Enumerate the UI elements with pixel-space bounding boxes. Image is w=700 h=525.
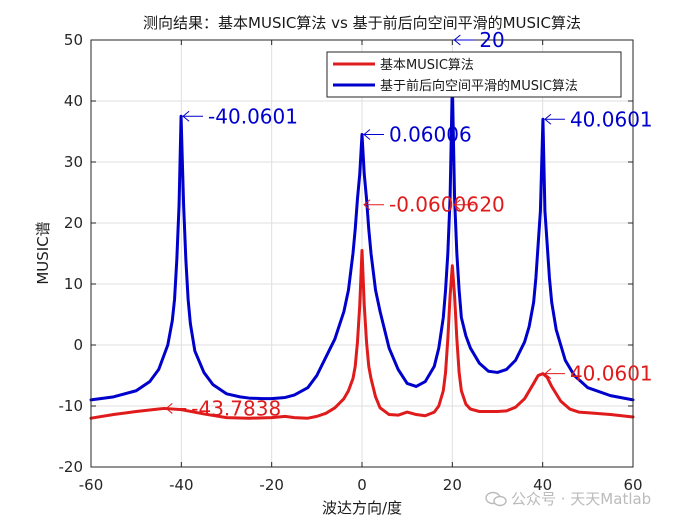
annotation-label: 20 <box>479 193 504 217</box>
y-axis-label: MUSIC谱 <box>34 221 52 284</box>
axis-ticks: -60 -40 -20 0 20 40 60 -20 -10 0 10 20 30 40 50 <box>59 31 643 494</box>
annotation-label: -43.7838 <box>191 396 281 420</box>
annotation-label: 40.0601 <box>570 362 653 386</box>
y-tick-label: 40 <box>64 92 83 110</box>
y-tick-label: -10 <box>59 397 84 415</box>
x-tick-label: 0 <box>357 476 367 494</box>
series-lines <box>89 81 635 420</box>
series-line-basic-music <box>89 248 635 420</box>
annotation-arrow-head <box>182 110 190 122</box>
x-tick-label: -60 <box>79 476 104 494</box>
annotation-arrow-head <box>165 403 173 414</box>
annotation-label: 40.0601 <box>570 107 653 131</box>
watermark-text: 公众号 · 天天Matlab <box>511 490 652 508</box>
x-tick-label: 40 <box>533 476 552 494</box>
annotation-arrow-head <box>363 199 371 211</box>
x-tick-label: 60 <box>623 476 642 494</box>
y-tick-label: 10 <box>64 275 83 293</box>
annotation-arrow-head <box>453 34 461 46</box>
annotation-arrow-head <box>544 113 552 125</box>
annotation-arrow-head <box>363 129 371 140</box>
chart-title: 测向结果：基本MUSIC算法 vs 基于前后向空间平滑的MUSIC算法 <box>143 14 581 32</box>
y-tick-label: 0 <box>73 336 83 354</box>
annotation-label: 0.06006 <box>389 123 472 147</box>
watermark: 公众号 · 天天Matlab <box>485 488 651 509</box>
annotation-arrow-head <box>453 199 461 211</box>
x-tick-label: -20 <box>259 476 284 494</box>
x-tick-label: -40 <box>169 476 194 494</box>
legend-label-smoothed: 基于前后向空间平滑的MUSIC算法 <box>380 78 578 94</box>
y-tick-label: 50 <box>64 31 83 49</box>
legend: 基本MUSIC算法 基于前后向空间平滑的MUSIC算法 <box>326 51 622 98</box>
y-tick-label: 20 <box>64 214 83 232</box>
y-tick-label: 30 <box>64 153 83 171</box>
x-axis-label: 波达方向/度 <box>322 499 402 517</box>
annotation-arrow-head <box>544 368 552 380</box>
legend-label-basic: 基本MUSIC算法 <box>380 58 474 73</box>
legend-box <box>326 51 622 98</box>
x-tick-label: 20 <box>443 476 462 494</box>
wechat-icon <box>485 491 507 507</box>
series-line-fb-smoothed-music <box>89 81 635 402</box>
annotation-label: 20 <box>479 28 504 52</box>
y-tick-label: -20 <box>59 458 84 476</box>
annotation-label: -40.0601 <box>208 104 298 128</box>
